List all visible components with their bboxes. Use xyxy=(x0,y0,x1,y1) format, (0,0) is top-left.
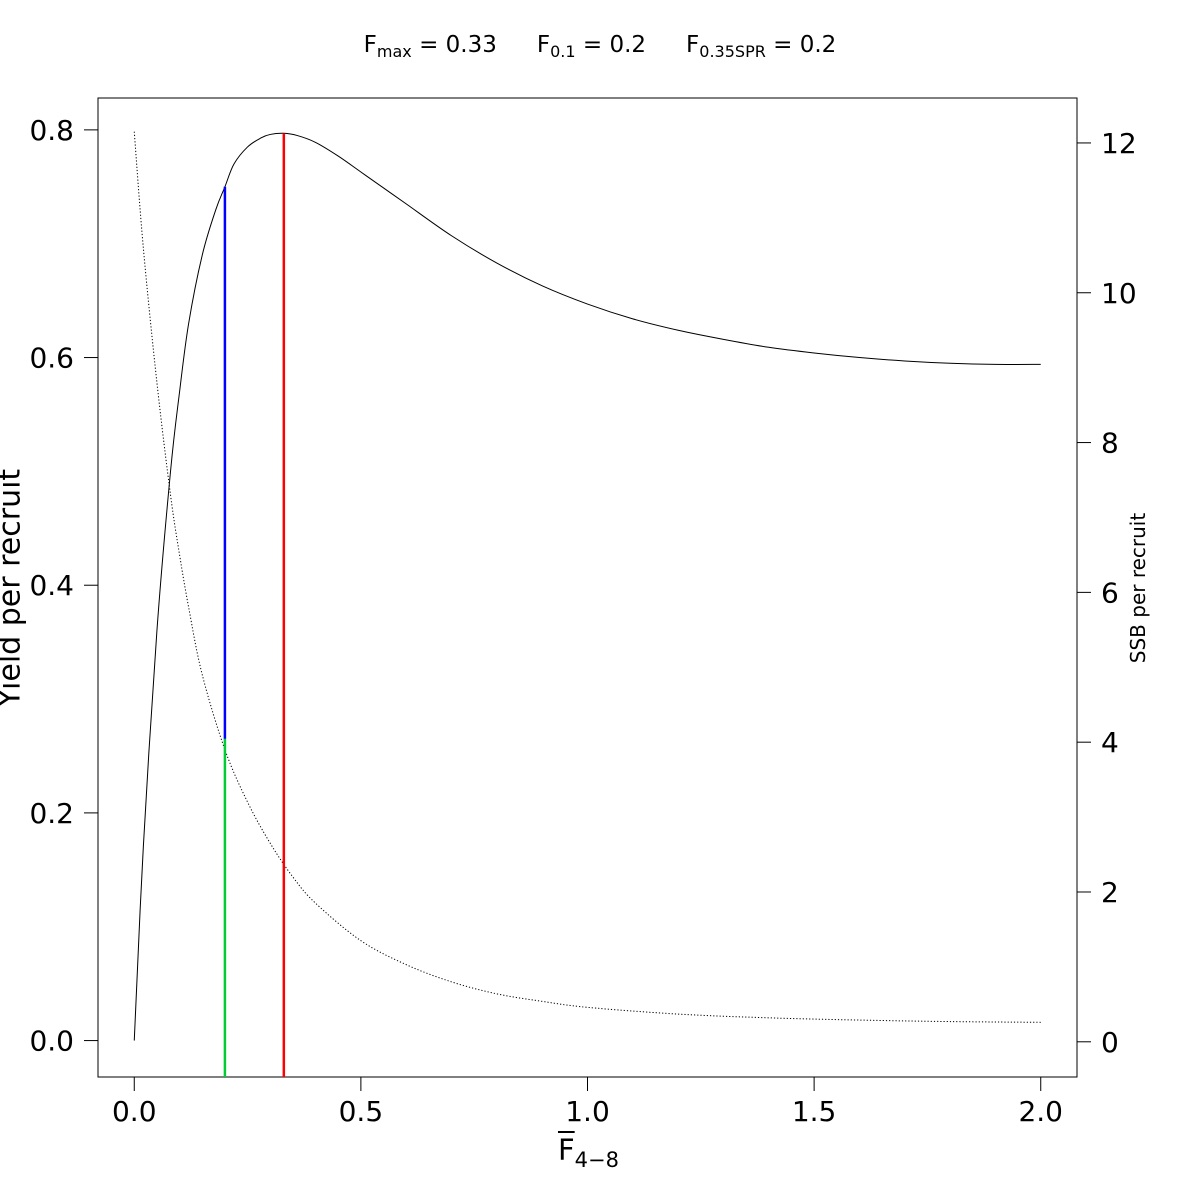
x-tick-label: 2.0 xyxy=(1018,1095,1063,1128)
f01-label: F0.1 = 0.2 xyxy=(536,32,647,61)
y-tick-label: 0.2 xyxy=(29,797,74,830)
y2-tick-label: 2 xyxy=(1101,876,1119,909)
y-tick-label: 0.0 xyxy=(29,1025,74,1058)
y-axis-left-label: Yield per recruit xyxy=(0,468,28,708)
y-axis-right-label: SSB per recruit xyxy=(1126,512,1150,664)
x-axis-label: F4−8 xyxy=(557,1133,619,1172)
plot-frame xyxy=(97,97,1078,1078)
x-tick-label: 0.5 xyxy=(339,1095,384,1128)
yield-per-recruit-line xyxy=(133,132,1041,1041)
fmax-label: Fmax = 0.33 xyxy=(363,32,497,61)
y-axis-left: 0.0 0.2 0.4 0.6 0.8 xyxy=(29,114,98,1058)
y-tick-label: 0.4 xyxy=(29,569,74,602)
reference-lines xyxy=(223,133,286,1077)
y2-tick-label: 12 xyxy=(1101,127,1137,160)
x-tick-label: 0.0 xyxy=(112,1095,157,1128)
ssb-per-recruit-line xyxy=(133,131,1041,1023)
x-axis: 0.0 0.5 1.0 1.5 2.0 xyxy=(112,1077,1063,1128)
f035spr-label: F0.35SPR = 0.2 xyxy=(686,32,837,61)
y2-tick-label: 4 xyxy=(1101,726,1119,759)
x-tick-label: 1.0 xyxy=(565,1095,610,1128)
reference-points-title: Fmax = 0.33 F0.1 = 0.2 F0.35SPR = 0.2 xyxy=(0,32,1200,61)
y2-tick-label: 8 xyxy=(1101,427,1119,460)
x-tick-label: 1.5 xyxy=(792,1095,837,1128)
y2-tick-label: 10 xyxy=(1101,277,1137,310)
y-axis-right: 0 2 4 6 8 10 12 xyxy=(1077,127,1137,1059)
y-tick-label: 0.8 xyxy=(29,114,74,147)
y-tick-label: 0.6 xyxy=(29,342,74,375)
y2-tick-label: 6 xyxy=(1101,576,1119,609)
series-layer xyxy=(133,131,1041,1041)
y2-tick-label: 0 xyxy=(1101,1026,1119,1059)
